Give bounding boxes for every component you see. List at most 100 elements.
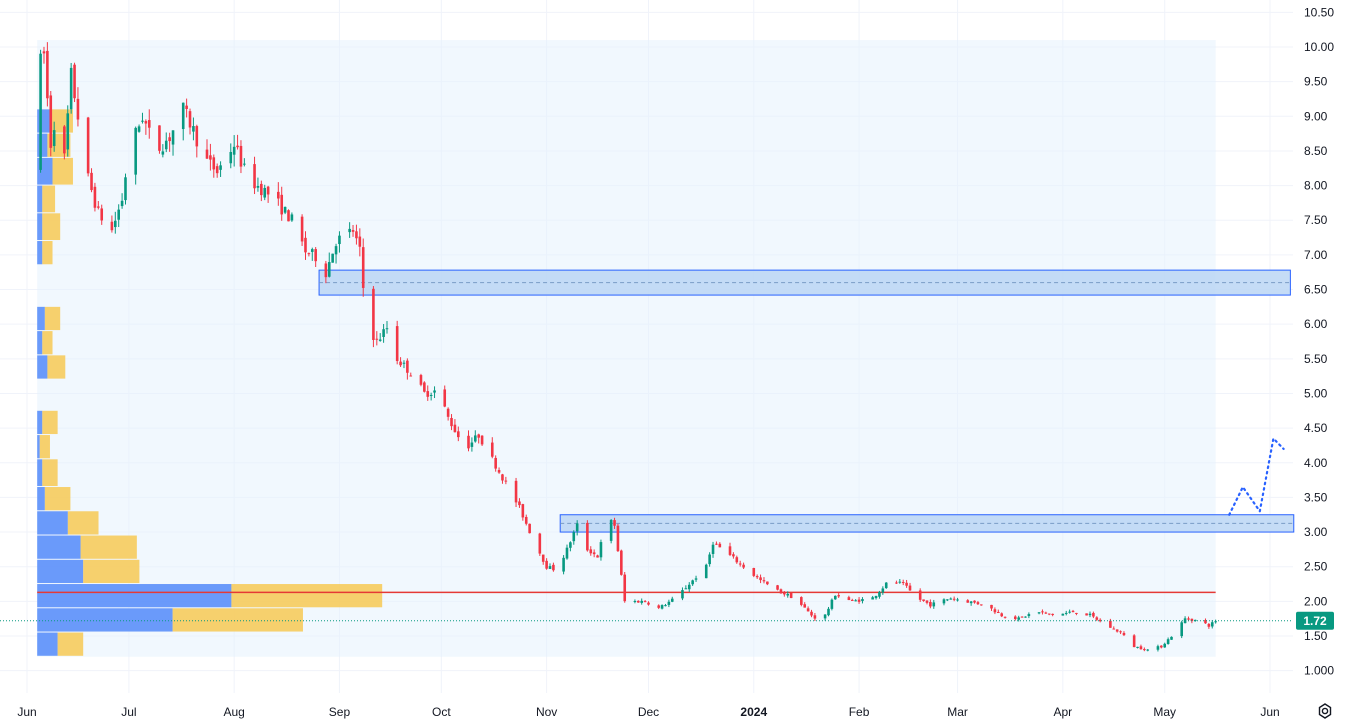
- price-tick-label: 10.50: [1304, 5, 1334, 19]
- settings-button[interactable]: [1314, 700, 1336, 722]
- candle-body: [1207, 623, 1211, 627]
- candle: [171, 130, 175, 156]
- candle-body: [783, 592, 786, 595]
- candle: [300, 214, 304, 246]
- candle-body: [117, 209, 120, 220]
- candle-body: [361, 247, 365, 288]
- candle-body: [137, 126, 141, 132]
- projection-path[interactable]: [1228, 436, 1285, 516]
- candle: [694, 575, 698, 582]
- candle-body: [504, 480, 508, 482]
- candle: [1119, 630, 1122, 635]
- candle: [49, 90, 53, 157]
- candle: [759, 574, 762, 584]
- candle: [1071, 609, 1075, 613]
- candle-body: [52, 130, 56, 147]
- candle: [86, 116, 90, 177]
- projection-path-line[interactable]: [1228, 436, 1285, 516]
- candle-body: [334, 246, 338, 255]
- candle-body: [351, 230, 355, 232]
- candle: [457, 426, 460, 442]
- price-tick-label: 6.50: [1304, 283, 1328, 297]
- candle-body: [823, 614, 827, 619]
- candle: [161, 144, 165, 158]
- candle: [423, 381, 426, 393]
- candle: [613, 517, 616, 529]
- volume-bar-down: [49, 109, 73, 133]
- candle-body: [73, 64, 76, 99]
- candle-body: [806, 608, 810, 612]
- candle-body: [467, 435, 470, 449]
- supply-zones[interactable]: [318, 269, 1295, 533]
- candle-body: [830, 599, 834, 609]
- candle-body: [776, 585, 779, 590]
- candle-body: [1112, 628, 1116, 630]
- candles: [39, 42, 1217, 652]
- candle: [871, 595, 874, 600]
- candle: [314, 247, 317, 268]
- candle: [980, 604, 983, 606]
- candle-body: [660, 605, 664, 609]
- candle-body: [871, 597, 874, 600]
- candle: [1193, 619, 1197, 622]
- candle: [1020, 616, 1024, 618]
- candle: [470, 437, 474, 452]
- candle-body: [664, 605, 667, 607]
- candle-body: [185, 105, 188, 109]
- candle: [548, 563, 552, 569]
- volume-bar-up: [37, 535, 81, 559]
- volume-bar-down: [83, 559, 140, 584]
- price-axis[interactable]: 10.50 10.00 9.50 9.00 8.50 8.00 7.50 7.00 6.50 6.…: [1304, 5, 1334, 677]
- volume-bar-up: [37, 355, 48, 379]
- candle: [898, 579, 902, 584]
- candle-body: [1051, 613, 1054, 615]
- candle-body: [90, 172, 93, 191]
- candle: [144, 119, 148, 135]
- candle: [952, 596, 956, 602]
- candle-body: [800, 597, 803, 605]
- candle: [657, 604, 660, 610]
- volume-bar-up: [37, 306, 45, 331]
- candle-body: [229, 151, 233, 164]
- candle-body: [861, 599, 864, 602]
- candle: [501, 473, 504, 484]
- candle-body: [212, 157, 216, 170]
- candle-body: [1115, 629, 1119, 632]
- candle-body: [457, 431, 460, 438]
- candle: [518, 498, 521, 508]
- candle: [718, 542, 722, 548]
- candle-body: [990, 604, 993, 609]
- candle-body: [874, 595, 878, 599]
- candle-body: [1044, 612, 1048, 614]
- candle-body: [110, 221, 114, 231]
- candle: [253, 156, 256, 195]
- candle: [837, 592, 840, 598]
- candle-body: [670, 598, 674, 602]
- candle: [395, 320, 399, 365]
- candle-body: [348, 228, 351, 233]
- candle: [881, 586, 885, 595]
- time-tick-label: Aug: [223, 705, 244, 719]
- candle-body: [477, 434, 480, 438]
- price-tick-label: 4.50: [1304, 421, 1328, 435]
- candle: [426, 385, 430, 401]
- volume-bar-down: [47, 355, 66, 379]
- candle: [351, 224, 355, 237]
- candle-body: [256, 185, 260, 188]
- time-tick-label: Sep: [329, 705, 351, 719]
- candle-body: [1020, 616, 1024, 618]
- volume-bar-up: [37, 608, 173, 632]
- time-axis[interactable]: Jun Jul Aug Sep Oct Nov Dec 2024 Feb Mar Apr May Jun: [17, 705, 1279, 719]
- candle-body: [969, 601, 973, 604]
- candle: [592, 549, 596, 558]
- candle-body: [209, 155, 212, 160]
- candle: [239, 140, 243, 174]
- candle: [494, 455, 497, 472]
- candle: [946, 599, 949, 602]
- candle: [670, 596, 674, 603]
- candle-body: [446, 408, 450, 417]
- candle: [1115, 629, 1119, 633]
- candle-body: [1143, 649, 1146, 651]
- candle-body: [1024, 616, 1027, 618]
